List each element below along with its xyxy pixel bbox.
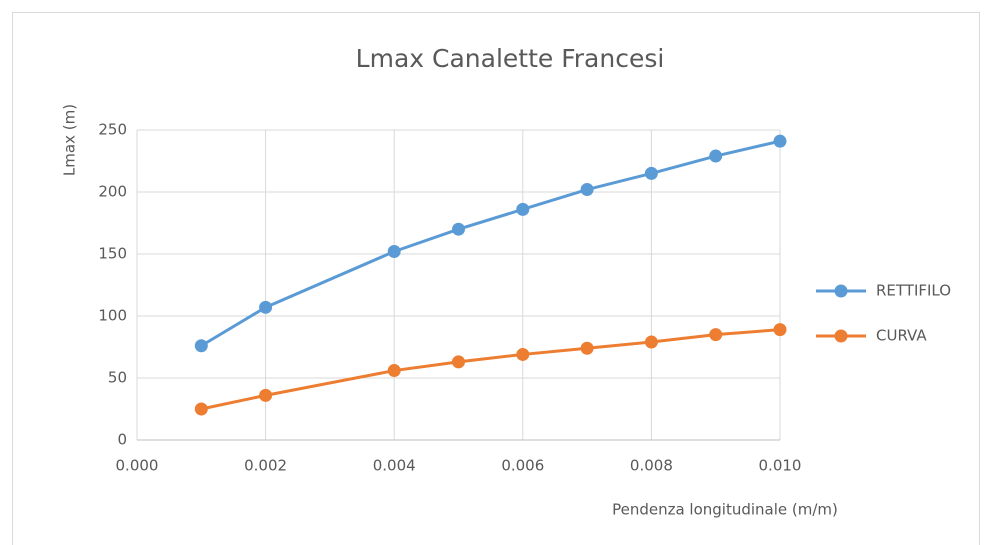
data-point: [516, 347, 530, 361]
legend-marker: [834, 284, 848, 298]
y-tick-label: 0: [117, 431, 127, 449]
x-tick-label: 0.008: [630, 457, 673, 475]
x-tick-label: 0.010: [759, 457, 802, 475]
data-point: [644, 166, 658, 180]
y-tick-label: 200: [98, 183, 127, 201]
data-point: [709, 149, 723, 163]
legend-marker: [834, 329, 848, 343]
data-point: [387, 364, 401, 378]
chart-border: [12, 12, 980, 545]
data-point: [580, 341, 594, 355]
data-point: [194, 339, 208, 353]
data-point: [773, 323, 787, 337]
x-tick-label: 0.006: [501, 457, 544, 475]
data-point: [259, 388, 273, 402]
x-tick-label: 0.004: [373, 457, 416, 475]
data-point: [580, 183, 594, 197]
data-point: [644, 335, 658, 349]
legend-label: CURVA: [876, 327, 927, 345]
legend-label: RETTIFILO: [876, 282, 951, 300]
x-axis-label: Pendenza longitudinale (m/m): [612, 501, 838, 519]
data-point: [773, 134, 787, 148]
data-point: [516, 202, 530, 216]
y-tick-label: 150: [98, 245, 127, 263]
y-axis-label: Lmax (m): [61, 104, 79, 176]
y-tick-label: 50: [108, 369, 127, 387]
data-point: [709, 328, 723, 342]
y-tick-label: 250: [98, 121, 127, 139]
chart-title: Lmax Canalette Francesi: [356, 44, 665, 73]
data-point: [452, 222, 465, 236]
x-tick-label: 0.002: [244, 457, 287, 475]
data-point: [194, 402, 208, 416]
x-tick-label: 0.000: [116, 457, 159, 475]
data-point: [387, 245, 401, 259]
data-point: [452, 355, 465, 369]
y-tick-label: 100: [98, 307, 127, 325]
data-point: [259, 300, 273, 314]
